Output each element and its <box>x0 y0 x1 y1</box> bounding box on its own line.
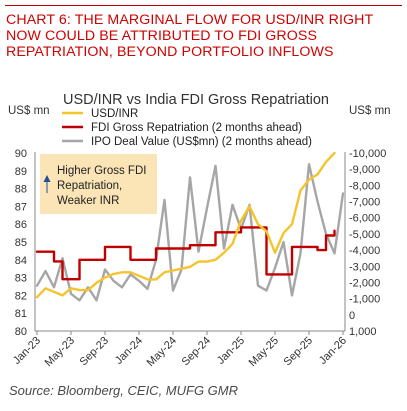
right-axis-tick-label: -5,000 <box>349 229 380 241</box>
title-line: REPATRIATION, BEYOND PORTFOLIO INFLOWS <box>6 44 334 60</box>
title-line: NOW COULD BE ATTRIBUTED TO FDI GROSS <box>6 28 318 44</box>
left-axis-tick-label: 81 <box>15 308 27 320</box>
right-axis-tick-label: -3,000 <box>349 261 380 273</box>
legend-label: USD/INR <box>91 108 138 120</box>
left-axis-tick-label: 86 <box>15 219 27 231</box>
annotation-text: Repatriation, <box>57 180 122 192</box>
annotation-box <box>40 154 157 214</box>
x-axis-tick-label: Jan-26 <box>317 335 349 367</box>
right-axis-tick-label: -4,000 <box>349 245 380 257</box>
page-title: CHART 6: THE MARGINAL FLOW FOR USD/INR R… <box>6 12 401 60</box>
right-axis-tick-label: -10,000 <box>349 148 386 160</box>
right-axis-unit: US$ mn <box>349 105 391 117</box>
x-axis-tick-label: Sep-25 <box>282 335 316 369</box>
right-axis-tick-label: 0 <box>349 310 355 322</box>
right-axis-tick-label: -6,000 <box>349 213 380 225</box>
right-axis-tick-label: -7,000 <box>349 197 380 209</box>
right-axis-tick-label: -8,000 <box>349 180 380 192</box>
annotation-arrowhead <box>43 175 51 182</box>
legend-label: FDI Gross Repatriation (2 months ahead) <box>91 122 302 134</box>
right-axis-tick-label: 1,000 <box>349 326 377 338</box>
right-axis-tick-label: -2,000 <box>349 277 380 289</box>
left-axis-tick-label: 85 <box>15 237 27 249</box>
annotation-text: Higher Gross FDI <box>57 165 146 177</box>
x-axis-tick-label: May-24 <box>145 335 179 369</box>
series-line <box>35 226 336 281</box>
x-axis-tick-label: May-23 <box>43 335 77 369</box>
annotation-text: Weaker INR <box>57 195 119 207</box>
left-axis-tick-label: 90 <box>15 148 27 160</box>
left-axis-tick-label: 84 <box>15 255 27 267</box>
x-axis-tick-label: Sep-24 <box>180 335 214 369</box>
left-axis-tick-label: 89 <box>15 166 27 178</box>
right-axis-tick-label: -9,000 <box>349 164 380 176</box>
chart-title: USD/INR vs India FDI Gross Repatriation <box>63 92 329 108</box>
right-axis-tick-label: -1,000 <box>349 294 380 306</box>
top-rule <box>5 5 402 6</box>
left-axis-unit: US$ mn <box>8 105 50 117</box>
x-axis-tick-label: May-25 <box>247 335 281 369</box>
left-axis-tick-label: 82 <box>15 290 27 302</box>
source-note: Source: Bloomberg, CEIC, MUFG GMR <box>9 383 238 398</box>
left-axis-tick-label: 88 <box>15 184 27 196</box>
x-axis-tick-label: Sep-23 <box>78 335 112 369</box>
left-axis-tick-label: 80 <box>15 326 27 338</box>
x-axis-tick-label: Jan-25 <box>215 335 247 367</box>
left-axis-tick-label: 87 <box>15 201 27 213</box>
series-line <box>35 151 336 299</box>
x-axis-tick-label: Jan-23 <box>11 335 43 367</box>
title-line: CHART 6: THE MARGINAL FLOW FOR USD/INR R… <box>6 12 374 28</box>
legend-label: IPO Deal Value (US$mn) (2 months ahead) <box>91 136 312 148</box>
line-chart: USD/INR vs India FDI Gross RepatriationU… <box>8 92 391 369</box>
x-axis-tick-label: Jan-24 <box>113 335 145 367</box>
left-axis-tick-label: 83 <box>15 273 27 285</box>
series-line <box>35 163 345 302</box>
